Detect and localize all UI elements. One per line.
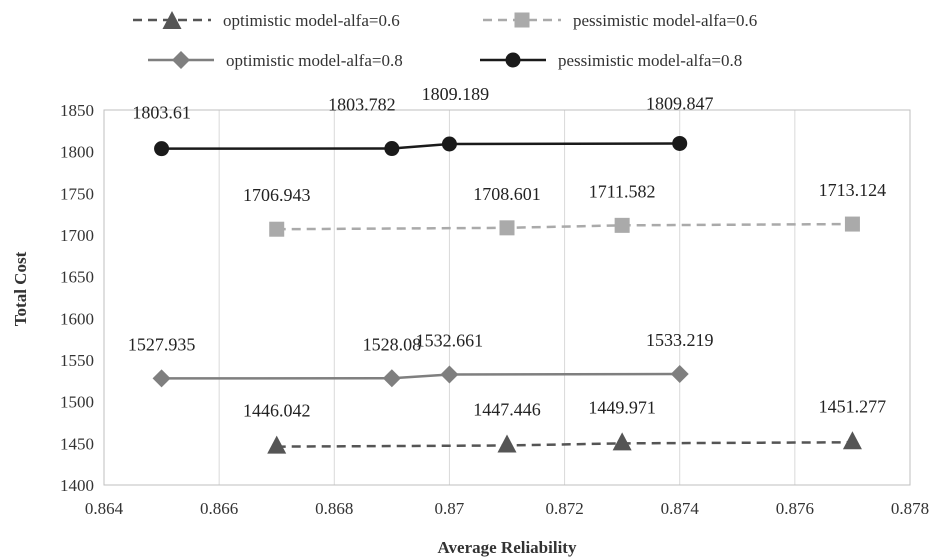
- y-tick-label: 1450: [60, 434, 94, 453]
- legend-item: optimistic model-alfa=0.6: [133, 11, 400, 30]
- y-tick-label: 1500: [60, 393, 94, 412]
- y-tick-label: 1850: [60, 101, 94, 120]
- data-point-diamond: [382, 369, 401, 388]
- y-axis-title: Total Cost: [11, 251, 30, 326]
- data-label: 1528.08: [363, 334, 422, 354]
- y-tick-label: 1700: [60, 226, 94, 245]
- data-point-triangle: [612, 432, 632, 451]
- series-line: [161, 372, 680, 380]
- data-point-square: [614, 217, 630, 233]
- legend-item: optimistic model-alfa=0.8: [148, 51, 403, 70]
- data-point-diamond: [670, 364, 689, 383]
- legend-item: pessimistic model-alfa=0.6: [483, 11, 757, 30]
- data-point-square: [844, 216, 860, 232]
- data-point-circle: [441, 136, 457, 152]
- data-point-square: [499, 220, 515, 236]
- data-label: 1447.446: [473, 399, 541, 419]
- data-point-circle: [672, 135, 688, 151]
- y-tick-label: 1800: [60, 143, 94, 162]
- series-line: [276, 222, 853, 231]
- x-tick-label: 0.864: [85, 499, 124, 518]
- grid-lines: [103, 110, 911, 485]
- legend-label: optimistic model-alfa=0.8: [226, 51, 403, 70]
- data-label: 1449.971: [588, 397, 656, 417]
- axes: 0.864 0.866 0.868 0.87 0.872 0.874 0.876 0.878 1…: [60, 101, 929, 518]
- legend-item: pessimistic model-alfa=0.8: [480, 51, 742, 70]
- y-tick-label: 1550: [60, 351, 94, 370]
- legend-label: pessimistic model-alfa=0.8: [558, 51, 742, 70]
- data-label: 1713.124: [819, 180, 887, 200]
- data-point-diamond: [440, 365, 459, 384]
- data-point-square: [269, 221, 285, 237]
- legend-marker-diamond: [172, 51, 190, 69]
- y-tick-label: 1750: [60, 184, 94, 203]
- data-point-circle: [384, 141, 400, 157]
- data-label: 1706.943: [243, 185, 311, 205]
- data-label: 1708.601: [473, 184, 541, 204]
- data-point-diamond: [152, 369, 171, 388]
- series-line: [276, 441, 853, 448]
- legend-marker-triangle: [162, 11, 182, 29]
- data-label: 1527.935: [128, 334, 196, 354]
- data-label: 1532.661: [416, 330, 484, 350]
- data-label: 1809.847: [646, 93, 714, 113]
- data-label: 1451.277: [819, 396, 887, 416]
- data-series: [152, 135, 862, 454]
- x-tick-label: 0.878: [891, 499, 929, 518]
- data-label: 1809.189: [422, 84, 490, 104]
- data-labels: 1446.042 1447.446 1449.971 1451.277 1706.943…: [128, 84, 886, 421]
- data-point-triangle: [267, 435, 287, 454]
- data-label: 1803.61: [132, 103, 191, 123]
- data-point-triangle: [497, 434, 517, 453]
- data-label: 1446.042: [243, 401, 311, 421]
- legend-marker-circle: [505, 52, 521, 68]
- legend: optimistic model-alfa=0.6 pessimistic mod…: [133, 11, 757, 70]
- data-label: 1711.582: [589, 181, 656, 201]
- legend-label: optimistic model-alfa=0.6: [223, 11, 400, 30]
- data-point-circle: [154, 141, 170, 157]
- legend-marker-square: [514, 12, 530, 28]
- y-tick-label: 1400: [60, 476, 94, 495]
- x-tick-label: 0.87: [435, 499, 465, 518]
- x-tick-label: 0.872: [545, 499, 583, 518]
- series-line: [161, 142, 680, 150]
- data-label: 1533.219: [646, 330, 714, 350]
- x-axis-title: Average Reliability: [438, 538, 577, 557]
- data-point-triangle: [842, 431, 862, 450]
- x-tick-label: 0.876: [776, 499, 814, 518]
- data-label: 1803.782: [328, 95, 396, 115]
- y-tick-label: 1600: [60, 309, 94, 328]
- x-tick-label: 0.866: [200, 499, 238, 518]
- plot-frame: [103, 109, 911, 486]
- x-tick-label: 0.874: [661, 499, 700, 518]
- x-tick-label: 0.868: [315, 499, 353, 518]
- legend-label: pessimistic model-alfa=0.6: [573, 11, 757, 30]
- y-tick-label: 1650: [60, 268, 94, 287]
